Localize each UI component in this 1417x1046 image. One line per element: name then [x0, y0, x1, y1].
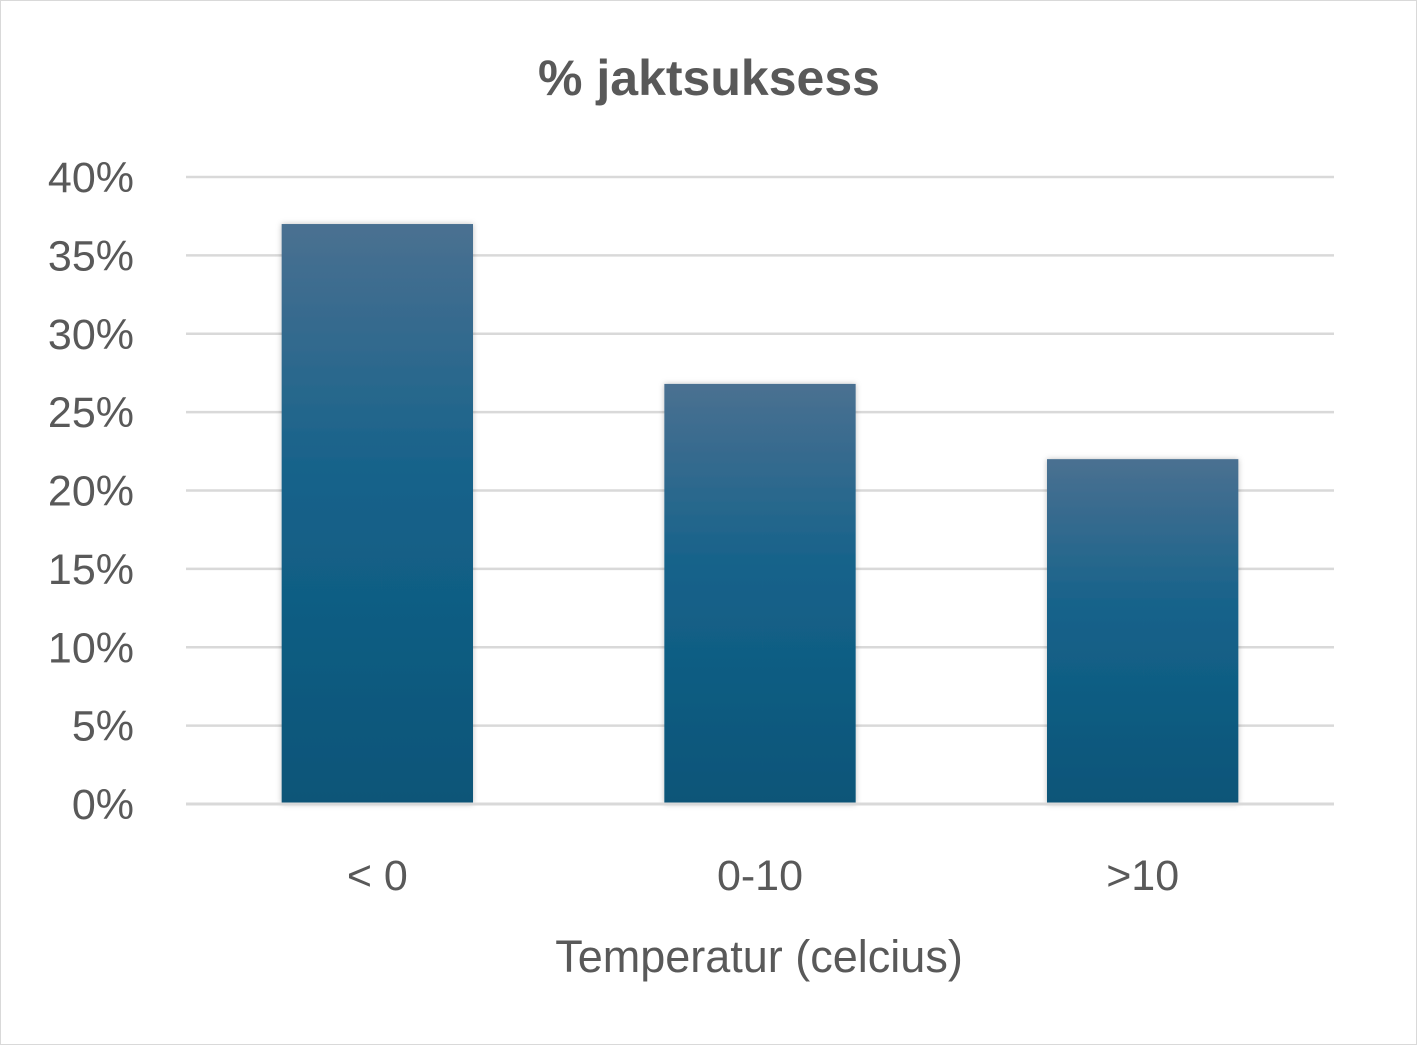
y-tick-label: 20%	[48, 468, 134, 516]
bars	[281, 224, 1239, 804]
y-axis-tick-labels: 0% 5% 10% 15% 20% 25% 30% 35% 40%	[48, 154, 134, 829]
y-tick-label: 40%	[48, 154, 134, 202]
x-axis-tick-labels: < 0 0-10 >10	[347, 852, 1179, 900]
x-tick-label: 0-10	[717, 852, 803, 900]
bar	[664, 383, 856, 804]
y-tick-label: 35%	[48, 232, 134, 280]
x-axis-title: Temperatur (celcius)	[555, 931, 963, 982]
y-tick-label: 5%	[72, 703, 134, 751]
y-tick-label: 0%	[72, 781, 134, 829]
x-tick-label: < 0	[347, 852, 408, 900]
y-tick-label: 25%	[48, 389, 134, 437]
y-tick-label: 10%	[48, 624, 134, 672]
y-tick-label: 15%	[48, 546, 134, 594]
x-tick-label: >10	[1106, 852, 1179, 900]
chart-title: % jaktsuksess	[538, 50, 880, 106]
bar	[281, 224, 473, 804]
bar	[1047, 459, 1239, 804]
y-tick-label: 30%	[48, 311, 134, 359]
